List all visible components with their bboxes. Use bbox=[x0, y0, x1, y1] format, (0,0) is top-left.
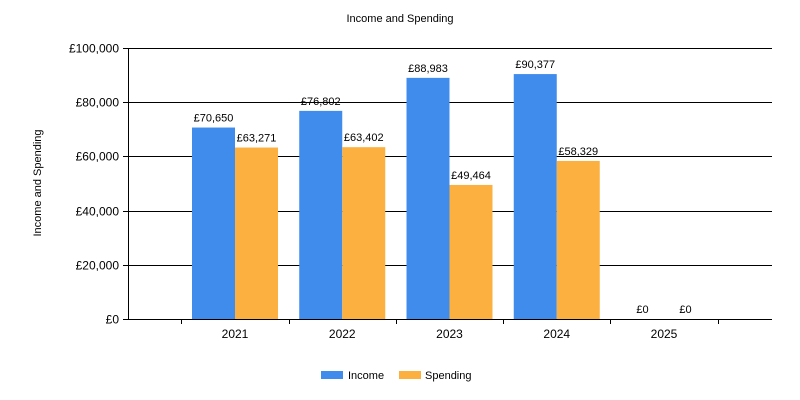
bar-spending-2023 bbox=[449, 184, 493, 319]
data-label-income-2024: £90,377 bbox=[515, 59, 555, 71]
data-label-spending-2025: £0 bbox=[679, 304, 691, 316]
bar-income-2023 bbox=[406, 77, 450, 319]
legend-label-spending: Spending bbox=[425, 370, 472, 382]
bar-income-2024 bbox=[513, 74, 557, 319]
legend-label-income: Income bbox=[348, 370, 384, 382]
bars bbox=[192, 74, 600, 319]
y-tick-label: £0 bbox=[106, 313, 120, 327]
y-tick-label: £100,000 bbox=[69, 42, 119, 56]
y-tick-label: £80,000 bbox=[76, 96, 120, 110]
x-tick-label: 2022 bbox=[329, 327, 356, 341]
data-label-spending-2024: £58,329 bbox=[558, 146, 598, 158]
data-label-spending-2021: £63,271 bbox=[237, 133, 277, 145]
data-label-spending-2023: £49,464 bbox=[451, 170, 491, 182]
x-tick-label: 2025 bbox=[651, 327, 678, 341]
x-tick-label: 2024 bbox=[543, 327, 570, 341]
data-labels: £70,650£63,271 £76,802 £63,402 £88,983 £49,4… bbox=[194, 59, 692, 316]
y-axis-label: Income and Spending bbox=[32, 129, 44, 236]
legend: Income Spending bbox=[321, 370, 472, 382]
bar-income-2022 bbox=[299, 110, 343, 319]
legend-swatch-income bbox=[321, 371, 343, 379]
data-label-income-2021: £70,650 bbox=[194, 113, 234, 125]
y-tick-label: £60,000 bbox=[76, 150, 120, 164]
legend-swatch-spending bbox=[399, 371, 421, 379]
data-label-spending-2022: £63,402 bbox=[344, 132, 384, 144]
bar-spending-2021 bbox=[235, 147, 278, 319]
chart-title: Income and Spending bbox=[346, 13, 453, 25]
x-tick-label: 2021 bbox=[222, 327, 249, 341]
y-tick-label: £40,000 bbox=[76, 205, 120, 219]
data-label-income-2022: £76,802 bbox=[301, 96, 341, 108]
axes: £0 £20,000 £40,000 £60,000 £80,000 £100,000 20… bbox=[69, 42, 772, 341]
x-tick-label: 2023 bbox=[436, 327, 463, 341]
data-label-income-2023: £88,983 bbox=[408, 63, 448, 75]
bar-spending-2024 bbox=[556, 160, 600, 319]
bar-spending-2022 bbox=[342, 147, 386, 319]
y-tick-label: £20,000 bbox=[76, 259, 120, 273]
bar-income-2021 bbox=[192, 127, 235, 319]
data-label-income-2025: £0 bbox=[636, 304, 648, 316]
